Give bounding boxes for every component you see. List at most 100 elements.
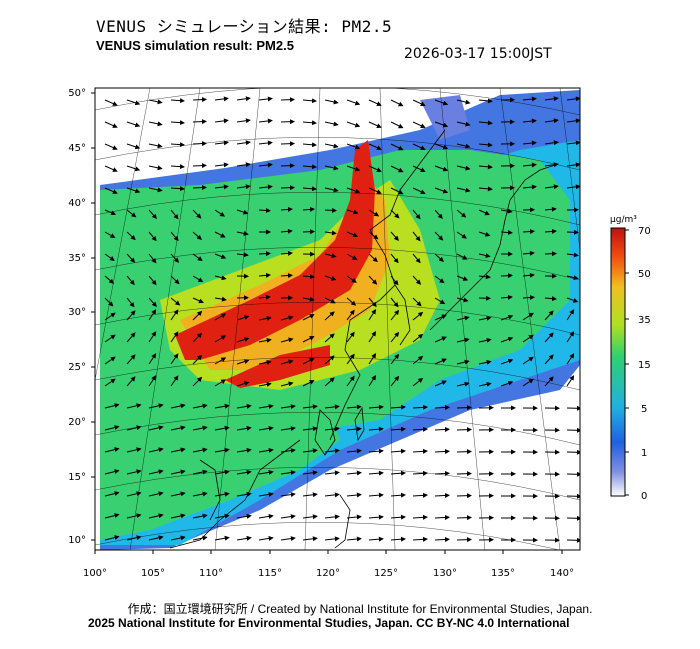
wind-arrow: [214, 209, 226, 217]
wind-arrow: [280, 206, 293, 212]
wind-arrow: [478, 337, 492, 343]
wind-arrow: [258, 251, 271, 257]
wind-arrow: [566, 118, 580, 124]
wind-arrow: [566, 229, 579, 235]
wind-arrow: [368, 99, 382, 106]
wind-arrow: [236, 140, 251, 146]
lat-label: 45°: [68, 143, 86, 154]
wind-arrow: [478, 186, 493, 192]
wind-arrow: [148, 535, 164, 541]
wind-arrow: [258, 118, 273, 124]
wind-arrow: [368, 143, 382, 150]
wind-arrow: [302, 380, 315, 387]
wind-arrow: [258, 96, 273, 102]
wind-arrow: [346, 253, 358, 260]
wind-arrow: [324, 121, 339, 127]
wind-arrow: [566, 309, 575, 321]
wind-arrow: [324, 448, 340, 454]
wind-arrow: [368, 209, 380, 217]
wind-arrow: [192, 403, 208, 409]
wind-arrow: [346, 470, 362, 476]
wind-arrow: [280, 141, 295, 147]
wind-arrow: [390, 187, 404, 195]
wind-arrow: [368, 309, 377, 321]
wind-arrow: [434, 297, 446, 305]
wind-arrow: [368, 165, 382, 172]
wind-arrow: [324, 207, 337, 213]
wind-arrow: [456, 231, 467, 239]
wind-arrow: [390, 297, 399, 308]
wind-arrow: [412, 231, 421, 242]
wind-arrow: [104, 356, 116, 365]
wind-arrow: [390, 470, 406, 476]
wind-arrow: [368, 353, 377, 365]
wind-arrow: [324, 404, 340, 410]
wind-arrow: [324, 143, 339, 149]
wind-arrow: [192, 535, 208, 541]
wind-arrow: [280, 228, 293, 234]
wind-arrow: [390, 121, 404, 129]
wind-arrow: [434, 275, 445, 284]
wind-arrow: [170, 331, 179, 343]
wind-arrow: [192, 185, 207, 191]
wind-arrow: [412, 253, 421, 264]
wind-arrow: [456, 515, 472, 521]
wind-arrow: [126, 121, 141, 128]
lon-label: 130°: [433, 568, 457, 579]
wind-arrow: [126, 209, 137, 218]
latitude-labels: 50° 45° 40° 35° 30° 25° 20° 15° 10°: [68, 88, 86, 546]
lat-label: 40°: [68, 198, 86, 209]
wind-arrow: [192, 231, 202, 240]
wind-arrow: [192, 425, 208, 431]
wind-arrow: [192, 332, 203, 343]
wind-arrow: [390, 448, 406, 454]
wind-arrow: [214, 513, 230, 519]
wind-arrow: [324, 165, 339, 171]
wind-arrow: [566, 140, 580, 146]
wind-arrow: [544, 354, 554, 365]
wind-arrow: [522, 356, 534, 365]
wind-arrow: [478, 231, 491, 237]
wind-arrow: [390, 165, 404, 173]
wind-arrow: [500, 230, 513, 236]
wind-arrow: [192, 119, 207, 125]
colorbar-tick: 5: [641, 404, 647, 415]
wind-arrow: [258, 272, 271, 278]
lon-label: 125°: [374, 568, 398, 579]
wind-arrow: [192, 310, 203, 321]
wind-arrow: [434, 253, 444, 262]
wind-arrow: [302, 274, 315, 280]
wind-arrow: [544, 140, 559, 146]
wind-arrow: [236, 469, 252, 475]
wind-arrow: [434, 515, 450, 520]
wind-arrow: [434, 336, 447, 343]
wind-arrow: [434, 427, 450, 432]
wind-arrow: [346, 121, 361, 128]
wind-arrow: [390, 375, 400, 387]
wind-arrow: [170, 98, 185, 104]
lon-label: 140°: [550, 568, 574, 579]
wind-arrow: [236, 535, 252, 541]
wind-arrow: [324, 492, 340, 498]
wind-arrow: [324, 377, 335, 387]
wind-arrow: [500, 358, 514, 365]
wind-arrow: [302, 186, 317, 192]
wind-arrow: [478, 98, 493, 104]
wind-arrow: [148, 143, 163, 149]
lat-label: 10°: [68, 535, 86, 546]
wind-arrow: [170, 231, 179, 242]
lat-label: 35°: [68, 253, 86, 264]
wind-arrow: [434, 209, 443, 220]
wind-arrow: [170, 469, 186, 475]
wind-arrow: [456, 427, 472, 433]
wind-arrow: [126, 297, 135, 308]
wind-arrow: [456, 359, 470, 365]
wind-arrow: [302, 98, 317, 104]
wind-arrow: [368, 297, 377, 308]
wind-arrow: [522, 96, 537, 102]
wind-arrow: [104, 425, 120, 431]
wind-arrow: [236, 231, 249, 236]
wind-arrow: [214, 491, 230, 497]
wind-arrow: [456, 493, 472, 499]
license-line: 2025 National Institute for Environmenta…: [88, 616, 570, 630]
